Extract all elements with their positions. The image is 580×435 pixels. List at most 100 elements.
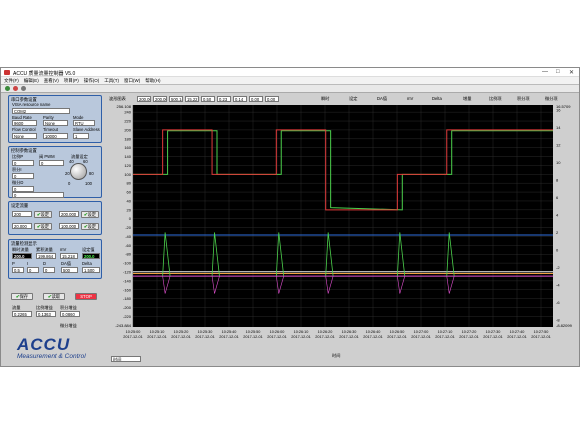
x-tick-time: 10:25:30 — [198, 330, 213, 334]
flow-control-select[interactable]: None — [12, 133, 37, 139]
menu-edit[interactable]: 编辑(E) — [23, 77, 39, 83]
flow-spike — [275, 232, 285, 277]
d-display-label: D — [43, 261, 47, 266]
y-tick-label: -20 — [125, 225, 132, 230]
y-tick-label: -80 — [125, 252, 132, 257]
save-button[interactable]: ✔保存 — [11, 293, 33, 300]
y-tick-label: 80 — [127, 181, 132, 186]
y2-tick-label: -6 — [556, 300, 560, 305]
x-tick-time: 10:25:10 — [150, 330, 165, 334]
setpoint-button-2[interactable]: ✔设定 — [81, 211, 99, 218]
x-tick-time: 10:27:50 — [534, 330, 549, 334]
flow-spike — [211, 232, 220, 277]
y-tick-label: 0 — [129, 216, 132, 221]
flow-spike — [162, 232, 171, 277]
x-tick-date: 2017-12-01 — [267, 335, 286, 339]
y-tick-label: -160 — [123, 287, 132, 292]
x-tick-time: 10:26:10 — [294, 330, 309, 334]
baud-rate-select[interactable]: 9600 — [12, 120, 37, 126]
x-tick-time: 10:26:40 — [366, 330, 381, 334]
abort-icon[interactable] — [13, 86, 18, 91]
x-tick-date: 2017-12-01 — [315, 335, 334, 339]
run-icon[interactable] — [5, 86, 10, 91]
legend-delta: Delta — [432, 96, 442, 101]
flow-control-label: Flow Control — [12, 127, 36, 132]
close-button[interactable]: ✕ — [569, 70, 575, 76]
pause-icon[interactable] — [21, 86, 26, 91]
setpoint-button-label: 设定 — [40, 212, 50, 217]
plot-area — [133, 105, 553, 327]
d-gain-field[interactable]: 0.0860 — [60, 311, 80, 317]
parity-select[interactable]: None — [43, 120, 68, 126]
knob-tick-40: 40 — [69, 159, 74, 164]
menu-tools[interactable]: 工具(T) — [104, 77, 119, 83]
x-tick-time: 10:27:40 — [510, 330, 525, 334]
flow-display-group: 流量检测显示 瞬时流量 累积流量 mV 设定值 200.0 199.864 15… — [8, 239, 102, 279]
time-select[interactable]: 时间 — [111, 356, 141, 362]
y-tick-label: -220 — [123, 314, 132, 319]
x-tick-date: 2017-12-01 — [219, 335, 238, 339]
mv-spike — [397, 276, 406, 294]
mv-spike — [446, 276, 455, 294]
read-label: 读取 — [51, 294, 61, 299]
slave-address-field[interactable]: 1 — [73, 133, 89, 139]
i-field[interactable]: 0 — [12, 173, 34, 179]
y2-tick-label: -2 — [556, 265, 560, 270]
p-gain-field[interactable]: 0.2265 — [12, 311, 32, 317]
d-gain-label: 微分增益 — [60, 323, 77, 328]
stop-button[interactable]: STOP — [75, 293, 97, 300]
y2-tick-label: 16 — [556, 107, 561, 112]
i-gain-field[interactable]: 0.1363 — [36, 311, 56, 317]
setpoint-group: 设定流量 200 ✔设定 200.000 ✔设定 20.000 ✔设定 100.… — [8, 201, 102, 235]
mv-spike — [211, 276, 220, 294]
menu-help[interactable]: 帮助(H) — [145, 77, 161, 83]
setvalue-label: 设定值 — [82, 247, 95, 252]
p-display-label: P — [12, 261, 15, 266]
setpoint-field-4[interactable]: 100.000 — [59, 223, 79, 229]
read-button[interactable]: ✔读取 — [43, 293, 65, 300]
flow-set-knob[interactable] — [70, 163, 87, 180]
x-tick-date: 2017-12-01 — [291, 335, 310, 339]
chart-footer: 时间 时间 — [107, 353, 577, 363]
setpoint-button-1[interactable]: ✔设定 — [34, 211, 52, 218]
minimize-button[interactable]: — — [542, 69, 548, 75]
x-tick-date: 2017-12-01 — [147, 335, 166, 339]
setpoint-field-2[interactable]: 200.000 — [59, 211, 79, 217]
x-tick-date: 2017-12-01 — [459, 335, 478, 339]
setpoint-button-4[interactable]: ✔设定 — [81, 223, 99, 230]
y-tick-label: 220 — [124, 119, 131, 124]
slave-address-label: Slave Address — [73, 127, 100, 132]
y-tick-label: 40 — [127, 198, 132, 203]
setpoint-field-3[interactable]: 20.000 — [12, 223, 32, 229]
check-icon: ✔ — [15, 294, 20, 299]
d-display: 0 — [43, 267, 55, 273]
menu-view[interactable]: 查看(V) — [43, 77, 59, 83]
timeout-field[interactable]: 10000 — [43, 133, 68, 139]
setpoint-button-3[interactable]: ✔设定 — [34, 223, 52, 230]
x-tick-date: 2017-12-01 — [339, 335, 358, 339]
menu-project[interactable]: 项目(P) — [63, 77, 79, 83]
p-field[interactable]: 0 — [12, 160, 34, 166]
check-icon: ✔ — [36, 224, 41, 229]
menu-window[interactable]: 窗口(W) — [124, 77, 141, 83]
setpoint-button-label: 设定 — [40, 224, 50, 229]
maximize-button[interactable]: □ — [556, 69, 560, 75]
visa-resource-select[interactable]: COM2 — [12, 108, 70, 114]
y2-tick-label: 0 — [556, 247, 559, 252]
pwm-field[interactable]: 0 — [39, 160, 64, 166]
flow-set-field[interactable]: 0 — [12, 192, 64, 198]
y-tick-label: -60 — [125, 243, 132, 248]
x-tick-date: 2017-12-01 — [171, 335, 190, 339]
i-label: 积分I — [12, 167, 22, 172]
d-field[interactable]: 0 — [12, 186, 34, 192]
menu-operate[interactable]: 操作(O) — [83, 77, 100, 83]
bottom-flow-label: 流量 — [12, 305, 21, 310]
waveform-chart[interactable]: 240220200180160140120100806040200-20-40-… — [107, 103, 577, 355]
setpoint-field-1[interactable]: 200 — [12, 211, 32, 217]
mode-select[interactable]: RTU — [73, 120, 95, 126]
left-panel: 串口参数设置 VISA resource name COM2 Baud Rate… — [5, 95, 105, 365]
legend-da: DA值 — [377, 96, 388, 101]
y-tick-label: 60 — [127, 190, 132, 195]
menu-file[interactable]: 文件(F) — [4, 77, 19, 83]
knob-tick-80: 80 — [89, 171, 94, 176]
